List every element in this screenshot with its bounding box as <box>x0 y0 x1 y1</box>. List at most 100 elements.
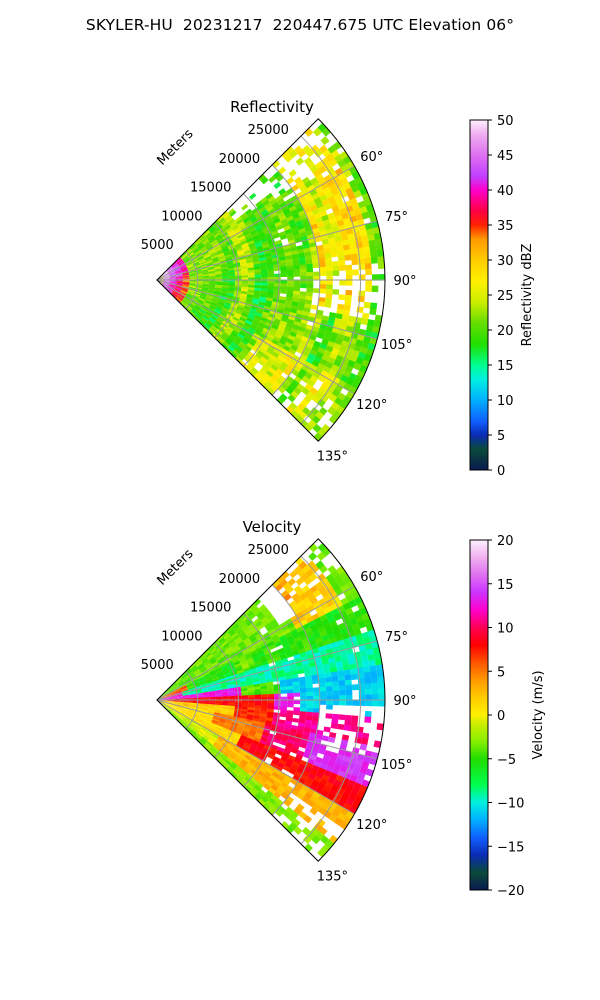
reflectivity-panel-title: Reflectivity <box>230 98 314 116</box>
radar-gate <box>182 272 189 275</box>
radar-gate <box>229 640 237 647</box>
radar-gate <box>169 281 177 283</box>
radar-gate <box>258 798 266 807</box>
radar-gate <box>267 753 275 760</box>
radar-gate <box>182 281 190 283</box>
radar-gate <box>218 734 226 740</box>
radar-gate <box>189 273 196 276</box>
radar-gate <box>336 219 345 227</box>
radar-gate <box>269 631 278 639</box>
radar-gate <box>334 317 342 325</box>
radar-gate <box>237 304 245 309</box>
radar-gate <box>367 233 375 242</box>
radar-gate <box>202 315 209 322</box>
radar-gate <box>222 331 230 338</box>
radar-gate <box>370 676 378 684</box>
colorbar-tick-label: 10 <box>497 394 514 409</box>
radar-gate <box>289 222 298 229</box>
radar-gate <box>274 641 283 648</box>
radar-gate <box>248 282 255 286</box>
radar-gate <box>237 333 245 340</box>
radar-gate <box>214 707 222 711</box>
radar-gate <box>202 277 210 279</box>
radar-gate <box>200 656 207 663</box>
radar-gate <box>221 694 229 697</box>
radar-gate <box>365 700 372 707</box>
radar-gate <box>227 208 235 215</box>
radar-gate <box>364 716 372 724</box>
radar-gate <box>293 710 300 716</box>
radar-gate <box>267 687 274 692</box>
radar-gate <box>289 331 297 338</box>
radar-gate <box>286 265 294 271</box>
radar-gate <box>163 281 170 283</box>
radar-gate <box>229 742 236 748</box>
radar-gate <box>316 664 324 671</box>
radar-gate <box>312 262 320 269</box>
radar-gate <box>345 647 354 655</box>
radar-gate <box>306 787 315 796</box>
radar-gate <box>294 414 304 424</box>
radar-gate <box>371 274 379 281</box>
radar-gate <box>241 270 248 274</box>
radar-gate <box>211 325 218 331</box>
radar-gate <box>181 268 188 272</box>
radar-gate <box>358 700 366 707</box>
radar-gate <box>284 761 293 769</box>
radar-gate <box>360 737 369 746</box>
radar-gate <box>227 765 235 772</box>
radar-gate <box>255 632 263 639</box>
radar-gate <box>372 646 381 655</box>
radar-gate <box>279 740 288 747</box>
radar-gate <box>179 711 187 716</box>
radar-gate <box>293 585 302 594</box>
radar-gate <box>242 324 250 330</box>
radar-gate <box>249 649 258 656</box>
radar-gate <box>163 702 170 705</box>
radar-gate <box>220 310 228 316</box>
radar-gate <box>258 218 266 225</box>
radar-gate <box>243 725 251 731</box>
radar-gate <box>317 673 325 680</box>
radar-gate <box>209 316 217 323</box>
radar-gate <box>309 543 319 553</box>
radar-gate <box>208 646 216 653</box>
radar-gate <box>242 667 251 673</box>
radar-gate <box>234 732 242 738</box>
radar-gate <box>317 669 325 675</box>
radar-gate <box>221 290 228 294</box>
radar-gate <box>259 679 267 684</box>
radar-gate <box>175 691 182 695</box>
radar-gate <box>326 275 333 281</box>
radar-gate <box>228 703 236 707</box>
radar-gate <box>271 201 280 209</box>
radar-gate <box>272 321 280 328</box>
radar-gate <box>232 736 240 742</box>
radar-gate <box>215 669 223 674</box>
radar-gate <box>318 677 326 684</box>
radar-gate <box>162 702 169 706</box>
radar-gate <box>194 734 201 741</box>
radar-gate <box>231 761 239 768</box>
radar-gate <box>293 287 301 292</box>
radar-gate <box>174 287 182 291</box>
radar-gate <box>232 658 240 664</box>
radar-gate <box>224 749 231 756</box>
radar-gate <box>247 692 255 696</box>
radar-gate <box>285 365 294 373</box>
radar-gate <box>163 702 170 706</box>
radar-gate <box>213 311 220 316</box>
radar-gate <box>237 619 245 627</box>
radar-gate <box>182 694 190 697</box>
radar-gate <box>213 322 221 328</box>
radar-gate <box>369 245 377 253</box>
radar-gate <box>221 270 229 274</box>
radar-gate <box>283 788 292 797</box>
radar-gate <box>169 696 177 698</box>
radar-gate <box>272 361 281 369</box>
radar-gate <box>319 288 327 294</box>
azimuth-tick-label: 75° <box>385 630 408 645</box>
radar-gate <box>304 719 313 725</box>
radar-gate <box>178 294 184 300</box>
radar-gate <box>369 757 378 766</box>
